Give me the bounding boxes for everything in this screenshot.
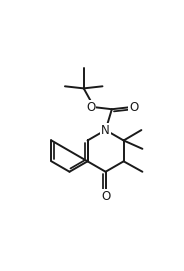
- Text: O: O: [129, 101, 139, 114]
- Text: O: O: [101, 190, 110, 203]
- Text: O: O: [86, 101, 95, 114]
- Text: N: N: [101, 124, 110, 137]
